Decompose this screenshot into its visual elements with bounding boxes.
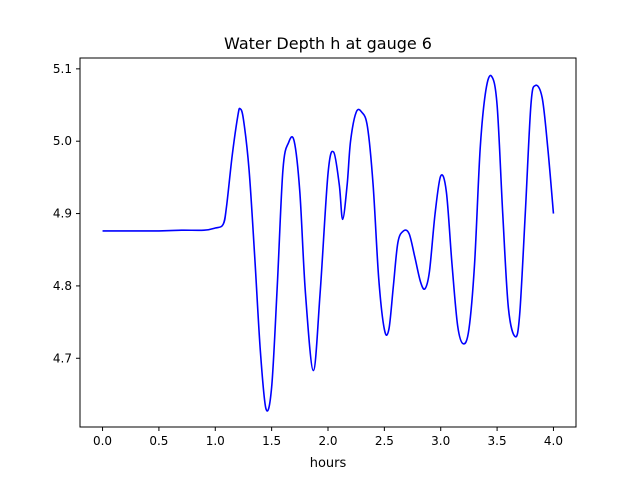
x-tick-label: 3.0 [431,434,450,448]
x-tick-label: 1.0 [206,434,225,448]
x-tick-label: 0.0 [93,434,112,448]
plot-frame [79,57,577,428]
y-tick-label: 4.9 [53,207,72,221]
y-tick-label: 4.7 [53,351,72,365]
y-tick-label: 4.8 [53,279,72,293]
y-axis: 4.7 4.8 4.9 5.0 5.1 [53,62,80,365]
x-tick-label: 1.5 [262,434,281,448]
x-tick-label: 0.5 [149,434,168,448]
x-tick-label: 4.0 [544,434,563,448]
x-tick-label: 2.0 [318,434,337,448]
y-tick-label: 5.1 [53,62,72,76]
series-line [102,74,555,412]
plot-area [79,57,577,428]
y-tick-label: 5.0 [53,134,72,148]
chart-title: Water Depth h at gauge 6 [224,34,432,53]
x-axis-label: hours [310,456,347,471]
series-layer [102,74,555,412]
x-tick-label: 3.5 [488,434,507,448]
x-axis: 0.0 0.5 1.0 1.5 2.0 2.5 3.0 3.5 4.0 [93,427,563,448]
x-tick-label: 2.5 [375,434,394,448]
